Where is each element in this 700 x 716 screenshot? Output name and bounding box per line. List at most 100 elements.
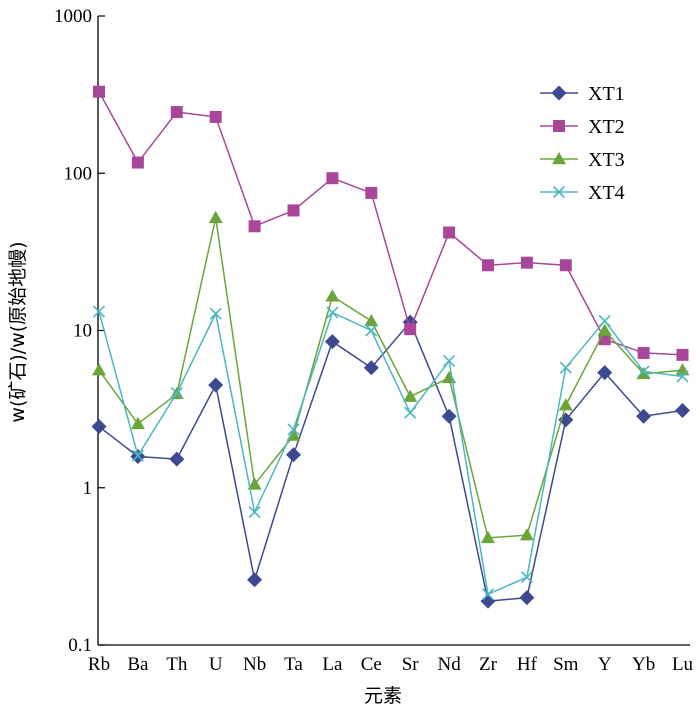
data-point <box>324 334 340 350</box>
y-tick-label: 10 <box>73 321 92 342</box>
legend: XT1 XT2 XT3 XT4 <box>540 83 625 204</box>
x-tick-label: Zr <box>479 654 498 675</box>
legend-item-xt2: XT2 <box>540 116 625 138</box>
data-point <box>519 528 534 541</box>
marker-stroke <box>131 449 144 462</box>
legend-marker <box>552 185 566 199</box>
data-point <box>326 306 339 319</box>
marker-stroke <box>404 406 417 419</box>
x-tick-label: La <box>322 654 343 675</box>
y-axis-ticks: 0.1 1 10 100 1000 <box>54 6 105 656</box>
marker-stroke <box>552 185 566 199</box>
y-axis-title: w(矿石)/w(原始地幔) <box>7 241 29 422</box>
marker-stroke <box>287 423 300 436</box>
data-point <box>131 156 144 169</box>
x-tick-label: U <box>209 654 223 675</box>
data-point <box>636 366 651 380</box>
legend-marker <box>551 85 567 101</box>
data-point <box>169 451 185 467</box>
data-point <box>481 588 495 601</box>
x-tick-label: Nd <box>437 654 461 675</box>
data-point <box>558 398 573 411</box>
marker-stroke <box>92 305 106 318</box>
marker-stroke <box>248 506 261 519</box>
data-point <box>676 370 689 383</box>
data-point <box>286 447 301 463</box>
x-tick-label: Sr <box>402 654 420 675</box>
x-tick-label: Nb <box>243 654 266 675</box>
legend-item-xt4: XT4 <box>540 182 625 204</box>
marker-stroke <box>443 354 456 368</box>
data-point <box>637 346 650 359</box>
data-point <box>247 572 263 588</box>
data-point <box>365 324 378 337</box>
y-tick-label: 1 <box>83 478 93 499</box>
data-point <box>404 323 417 336</box>
data-point <box>130 416 145 430</box>
data-point <box>519 590 535 606</box>
data-point <box>208 377 224 393</box>
data-point <box>520 571 533 584</box>
y-tick-label: 1000 <box>54 6 92 27</box>
x-tick-label: Sm <box>553 654 579 675</box>
data-point <box>91 419 107 435</box>
data-point <box>131 449 144 462</box>
data-point <box>365 186 378 199</box>
x-axis-title: 元素 <box>364 685 402 707</box>
x-tick-label: Hf <box>517 654 538 675</box>
data-point <box>637 365 650 378</box>
x-tick-label: Lu <box>672 654 694 675</box>
x-tick-label: Y <box>598 654 612 675</box>
x-tick-label: Ba <box>127 654 149 675</box>
data-point <box>559 361 572 374</box>
series-layer <box>91 85 690 609</box>
series-line <box>98 320 683 602</box>
data-point <box>403 389 418 402</box>
y-tick-label: 0.1 <box>68 635 92 656</box>
data-point <box>326 172 339 185</box>
data-point <box>170 387 183 400</box>
legend-label: XT2 <box>588 116 625 138</box>
data-point <box>480 593 496 609</box>
data-point <box>247 477 262 490</box>
legend-marker <box>552 152 566 165</box>
data-point <box>287 204 300 217</box>
legend-label: XT3 <box>588 149 625 171</box>
data-point <box>482 259 494 272</box>
data-point <box>481 530 495 544</box>
data-point <box>675 363 690 376</box>
data-point <box>325 289 340 302</box>
data-point <box>404 406 417 419</box>
data-point <box>559 259 572 272</box>
marker-stroke <box>365 324 378 337</box>
legend-marker <box>553 120 565 132</box>
marker-stroke <box>481 588 495 601</box>
data-point <box>248 506 261 519</box>
data-point <box>92 363 106 376</box>
marker-stroke <box>637 365 650 378</box>
x-tick-label: Rb <box>88 654 110 675</box>
data-point <box>597 323 612 336</box>
data-point <box>520 256 533 269</box>
series-xt2 <box>93 85 689 361</box>
data-point <box>443 354 456 368</box>
marker-stroke <box>170 387 183 400</box>
legend-label: XT4 <box>588 182 625 204</box>
data-point <box>676 348 689 361</box>
x-tick-label: Ta <box>284 654 303 675</box>
series-line <box>98 311 683 596</box>
data-point <box>93 85 105 98</box>
legend-item-xt3: XT3 <box>540 149 625 171</box>
series-xt4 <box>92 305 689 601</box>
legend-item-xt1: XT1 <box>540 83 625 105</box>
data-point <box>443 226 456 239</box>
marker-stroke <box>520 571 533 584</box>
data-point <box>363 360 379 376</box>
x-axis-ticks: Rb Ba Th U Nb Ta La Ce Sr Nd Zr Hf Sm Y Yb Lu <box>88 654 694 675</box>
data-point <box>170 106 183 119</box>
data-point <box>598 314 611 328</box>
data-point <box>208 210 223 224</box>
marker-stroke <box>559 361 572 374</box>
x-tick-label: Th <box>166 654 188 675</box>
